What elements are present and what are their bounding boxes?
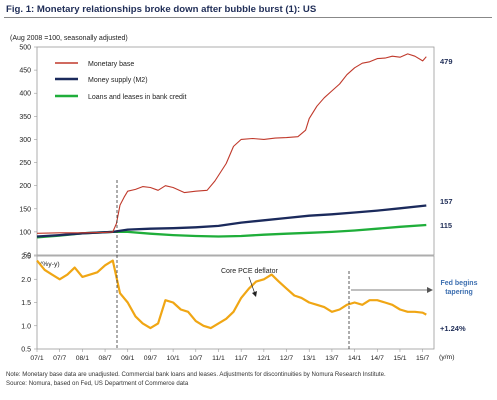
- top-panel-frame: [36, 46, 435, 256]
- xtick-label: 13/7: [325, 355, 338, 362]
- top-panel-subtitle: (Aug 2008 =100, seasonally adjusted): [10, 35, 128, 42]
- note-text: Note: Monetary base data are unadjusted.…: [6, 371, 386, 378]
- xtick-label: 08/1: [76, 355, 89, 362]
- x-axis-unit: (y/m): [439, 354, 454, 361]
- top-ytick-label: 100: [19, 229, 31, 236]
- series-line-core-pce: [36, 259, 427, 330]
- x-axis: 07/1 07/7 08/1 08/7 09/1 09/7 10/1 10/7 11/1 11/7…: [30, 349, 429, 362]
- pce-annotation-arrow: [248, 276, 256, 295]
- legend: Monetary base Money supply (M2) Loans an…: [55, 61, 187, 101]
- xtick-label: 09/7: [144, 355, 157, 362]
- xtick-label: 12/7: [280, 355, 293, 362]
- top-ytick-label: 350: [19, 114, 31, 121]
- figure-notes: Note: Monetary base data are unadjusted.…: [6, 370, 494, 388]
- bottom-ytick-label: 1.5: [21, 300, 31, 307]
- top-ytick-label: 500: [19, 45, 31, 52]
- series-line-loans-leases: [36, 223, 427, 239]
- xtick-label: 07/7: [53, 355, 66, 362]
- end-label-monetary-base: 479: [440, 57, 453, 66]
- xtick-label: 10/7: [189, 355, 202, 362]
- tapering-annotation: Fed begins tapering: [441, 280, 478, 296]
- pce-annotation-arrowhead: [252, 291, 257, 297]
- xtick-label: 14/7: [371, 355, 384, 362]
- bottom-ytick-label: 0.5: [21, 347, 31, 354]
- top-ytick-label: 400: [19, 91, 31, 98]
- top-ytick-label: 300: [19, 137, 31, 144]
- top-ytick-label: 150: [19, 206, 31, 213]
- bottom-panel-ylabel: (%y-y): [40, 261, 60, 268]
- top-y-axis: 50 100 150 200 250 300 350 400 450 500: [19, 45, 37, 260]
- bottom-ytick-label: 2.5: [21, 254, 31, 261]
- xtick-label: 08/7: [98, 355, 111, 362]
- pce-annotation: Core PCE deflator: [221, 268, 278, 275]
- bottom-y-axis: 0.5 1.0 1.5 2.0 2.5: [21, 254, 37, 354]
- end-label-pce: +1.24%: [440, 324, 466, 333]
- top-ytick-label: 450: [19, 68, 31, 75]
- legend-label-monetary-base: Monetary base: [88, 61, 134, 68]
- source-text: Source: Nomura, based on Fed, US Departm…: [6, 380, 189, 387]
- xtick-label: 15/1: [393, 355, 406, 362]
- tapering-arrowhead: [427, 287, 433, 293]
- bottom-ytick-label: 1.0: [21, 323, 31, 330]
- top-series-group: [36, 53, 427, 239]
- bottom-ytick-label: 2.0: [21, 277, 31, 284]
- xtick-label: 15/7: [416, 355, 429, 362]
- legend-label-loans-leases: Loans and leases in bank credit: [88, 94, 187, 101]
- top-ytick-label: 50: [23, 253, 31, 260]
- xtick-label: 07/1: [30, 355, 43, 362]
- xtick-label: 11/7: [235, 355, 248, 362]
- top-ytick-label: 200: [19, 183, 31, 190]
- end-label-loans-leases: 115: [440, 221, 452, 230]
- top-ytick-label: 250: [19, 160, 31, 167]
- xtick-label: 14/1: [348, 355, 361, 362]
- series-line-money-supply: [36, 204, 427, 238]
- figure-title: Fig. 1: Monetary relationships broke dow…: [4, 2, 492, 18]
- xtick-label: 11/1: [212, 355, 225, 362]
- end-label-money-supply: 157: [440, 197, 453, 206]
- xtick-label: 13/1: [303, 355, 316, 362]
- xtick-label: 12/1: [257, 355, 270, 362]
- xtick-label: 09/1: [121, 355, 134, 362]
- legend-label-money-supply: Money supply (M2): [88, 77, 148, 84]
- bottom-series-group: [36, 259, 427, 330]
- series-line-monetary-base: [36, 53, 427, 234]
- xtick-label: 10/1: [166, 355, 179, 362]
